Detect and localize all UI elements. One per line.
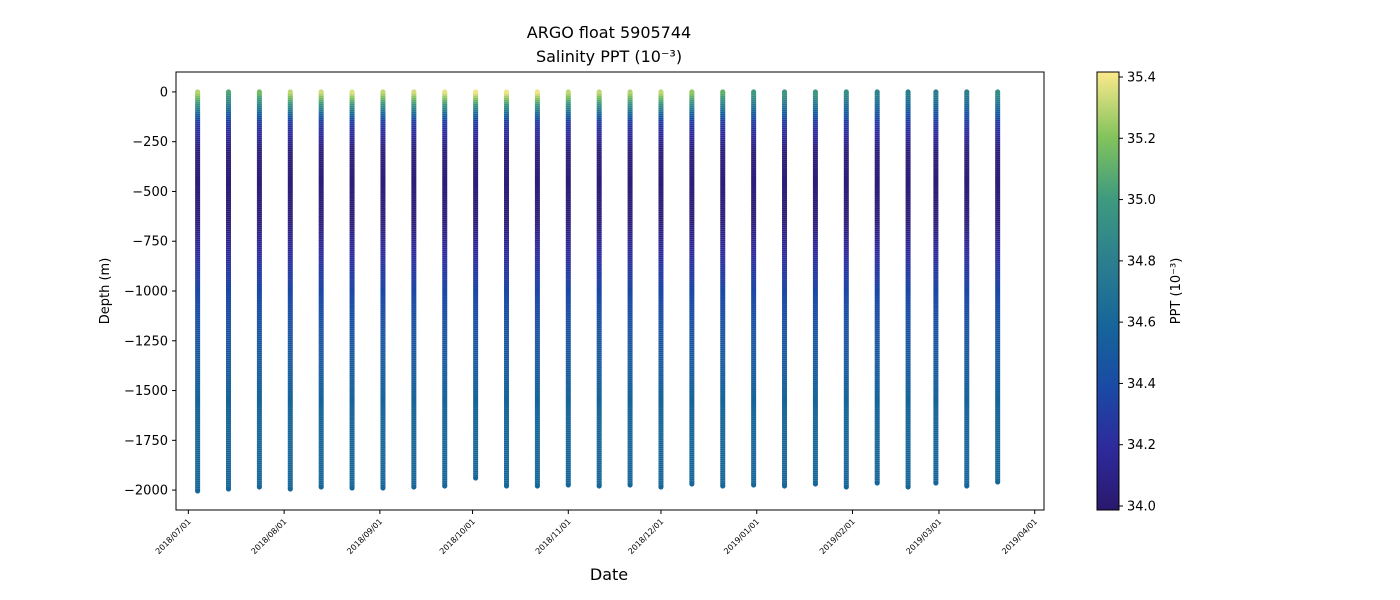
profile-10	[473, 89, 479, 481]
x-tick-label: 2018/11/01	[534, 517, 573, 556]
y-tick-label: −1500	[124, 384, 168, 399]
y-tick-label: −250	[132, 135, 168, 150]
colorbar-tick-label: 35.4	[1127, 71, 1156, 86]
x-tick-label: 2018/10/01	[438, 517, 477, 556]
profile-24	[905, 89, 911, 490]
profile-15	[627, 89, 633, 488]
profile-13	[565, 89, 571, 488]
x-tick-label: 2019/02/01	[818, 517, 857, 556]
colorbar-tick-label: 34.4	[1127, 377, 1156, 392]
profile-4	[287, 89, 293, 492]
profile-5	[318, 89, 324, 490]
chart-subtitle: Salinity PPT (10⁻³)	[536, 47, 682, 66]
profile-9	[442, 89, 448, 489]
colorbar-tick-label: 34.8	[1127, 254, 1156, 269]
profile-20	[782, 89, 788, 489]
profile-18	[720, 89, 726, 489]
profile-16	[658, 89, 664, 490]
profile-21	[812, 89, 818, 487]
x-tick-label: 2018/07/01	[154, 517, 193, 556]
x-tick-label: 2019/03/01	[904, 517, 943, 556]
chart-title: ARGO float 5905744	[527, 23, 691, 42]
colorbar-axis: 34.0 34.2 34.4 34.6 34.8 35.0 35.2 35.4	[1119, 71, 1156, 515]
y-tick-label: −750	[132, 235, 168, 250]
profile-27	[995, 89, 1001, 485]
y-tick-label: −1000	[124, 285, 168, 300]
profile-11	[504, 89, 510, 489]
x-tick-label: 2018/09/01	[345, 517, 384, 556]
profile-25	[933, 89, 939, 486]
y-tick-label: −500	[132, 185, 168, 200]
profile-22	[843, 89, 849, 490]
profile-6	[349, 89, 355, 491]
y-tick-label: −1750	[124, 434, 168, 449]
x-axis-label: Date	[590, 565, 628, 584]
colorbar-tick-label: 34.0	[1127, 500, 1156, 515]
y-tick-label: −2000	[124, 484, 168, 499]
plot-area	[175, 71, 1045, 511]
x-tick-label: 2018/08/01	[250, 517, 289, 556]
colorbar-tick-label: 34.2	[1127, 438, 1156, 453]
y-tick-label: −1250	[124, 334, 168, 349]
profile-3	[256, 89, 262, 490]
colorbar	[1096, 71, 1120, 511]
x-tick-label: 2019/01/01	[722, 517, 761, 556]
profile-7	[380, 89, 386, 491]
profile-19	[751, 89, 757, 488]
profile-1	[195, 89, 201, 494]
colorbar-tick-label: 35.0	[1127, 193, 1156, 208]
x-tick-label: 2019/04/01	[1000, 517, 1039, 556]
profile-23	[874, 89, 880, 486]
y-tick-label: 0	[160, 85, 168, 100]
colorbar-tick-label: 34.6	[1127, 316, 1156, 331]
profile-12	[534, 89, 540, 489]
y-axis: 0 −250 −500 −750 −1000 −1250 −1500 −1750 −2000	[124, 85, 176, 499]
profile-14	[596, 89, 602, 489]
x-tick-label: 2018/12/01	[626, 517, 665, 556]
profile-2	[226, 89, 232, 492]
colorbar-tick-label: 35.2	[1127, 132, 1156, 147]
x-axis: 2018/07/01 2018/08/01 2018/09/01 2018/10/01…	[154, 510, 1039, 556]
colorbar-label: PPT (10⁻³)	[1169, 258, 1184, 325]
profiles-layer	[195, 89, 1001, 494]
profile-26	[964, 89, 970, 489]
profile-8	[411, 89, 417, 490]
y-axis-label: Depth (m)	[98, 258, 113, 325]
profile-17	[689, 89, 695, 487]
